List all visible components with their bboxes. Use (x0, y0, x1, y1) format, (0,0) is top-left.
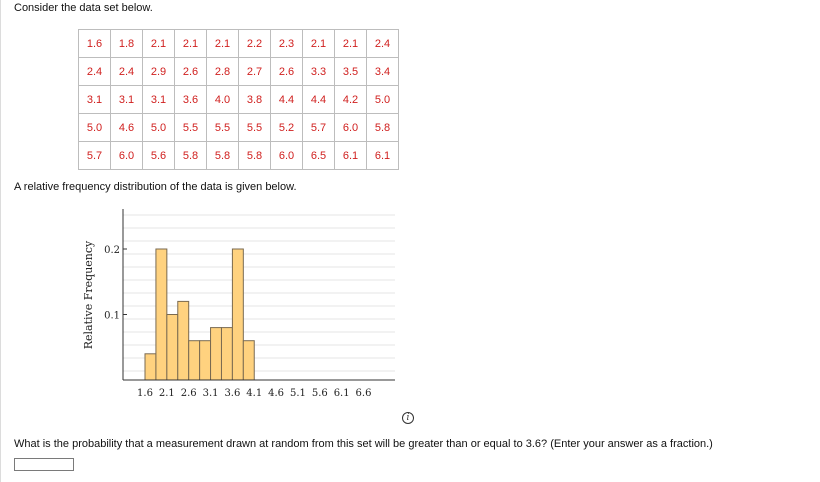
data-cell: 6.0 (270, 141, 303, 170)
data-cell: 2.4 (78, 57, 111, 86)
histogram-bar (199, 340, 212, 381)
histogram-bar (177, 300, 190, 381)
histogram-bar (166, 314, 179, 381)
y-tick-label: 0.2 (104, 245, 120, 256)
question-text: What is the probability that a measureme… (14, 438, 713, 450)
data-cell: 2.4 (366, 29, 399, 58)
x-tick-label: 4.1 (246, 388, 262, 399)
data-cell: 6.1 (366, 141, 399, 170)
data-cell: 2.8 (206, 57, 239, 86)
data-cell: 2.6 (270, 57, 303, 86)
histogram-bar (188, 340, 201, 381)
x-tick-label: 5.6 (312, 388, 328, 399)
info-icon[interactable]: i (402, 412, 414, 424)
x-tick-label: 6.6 (356, 388, 372, 399)
data-cell: 6.0 (334, 113, 367, 142)
x-tick-label: 2.6 (181, 388, 197, 399)
histogram-bar (220, 327, 233, 381)
histogram-bar (231, 248, 244, 381)
x-tick-label: 2.1 (159, 388, 175, 399)
histogram-bar (210, 327, 222, 381)
y-tick-label: 0.1 (104, 311, 120, 322)
data-cell: 6.0 (110, 141, 143, 170)
data-cell: 5.8 (206, 141, 239, 170)
data-cell: 2.4 (110, 57, 143, 86)
data-cell: 5.5 (206, 113, 239, 142)
data-row: 2.4 2.4 2.9 2.6 2.8 2.7 2.6 3.3 3.5 3.4 (78, 57, 399, 86)
data-cell: 3.4 (366, 57, 399, 86)
data-cell: 6.5 (302, 141, 335, 170)
distribution-label: A relative frequency distribution of the… (14, 181, 297, 193)
data-cell: 5.2 (270, 113, 303, 142)
data-cell: 1.6 (78, 29, 111, 58)
data-cell: 2.1 (174, 29, 207, 58)
data-cell: 4.6 (110, 113, 143, 142)
data-cell: 5.7 (78, 141, 111, 170)
x-tick-label: 5.1 (290, 388, 306, 399)
x-tick-label: 1.6 (137, 388, 153, 399)
data-cell: 1.8 (110, 29, 143, 58)
x-tick-label: 3.1 (203, 388, 219, 399)
x-tick-label: 6.1 (334, 388, 350, 399)
data-cell: 4.0 (206, 85, 239, 114)
page-left-rule (0, 0, 1, 482)
data-cell: 3.1 (110, 85, 143, 114)
histogram-bar (144, 353, 157, 381)
answer-input[interactable] (14, 458, 74, 471)
data-cell: 2.7 (238, 57, 271, 86)
data-cell: 2.6 (174, 57, 207, 86)
data-cell: 5.5 (238, 113, 271, 142)
data-cell: 5.0 (78, 113, 111, 142)
data-row: 3.1 3.1 3.1 3.6 4.0 3.8 4.4 4.4 4.2 5.0 (78, 85, 399, 114)
data-cell: 5.0 (142, 113, 175, 142)
data-cell: 5.6 (142, 141, 175, 170)
data-cell: 5.5 (174, 113, 207, 142)
x-tick-label: 4.6 (268, 388, 284, 399)
intro-text: Consider the data set below. (14, 2, 153, 14)
data-row: 5.0 4.6 5.0 5.5 5.5 5.5 5.2 5.7 6.0 5.8 (78, 113, 399, 142)
data-cell: 5.0 (366, 85, 399, 114)
data-table: 1.6 1.8 2.1 2.1 2.1 2.2 2.3 2.1 2.1 2.4 2.4 2.4 2.9 2… (78, 29, 399, 170)
histogram-bar (242, 340, 255, 381)
data-cell: 2.1 (206, 29, 239, 58)
histogram-bar (155, 248, 168, 381)
data-row: 5.7 6.0 5.6 5.8 5.8 5.8 6.0 6.5 6.1 6.1 (78, 141, 399, 170)
data-cell: 5.8 (366, 113, 399, 142)
data-cell: 5.8 (238, 141, 271, 170)
x-tick-label: 3.6 (224, 388, 240, 399)
y-axis-label: Relative Frequency (82, 240, 95, 349)
